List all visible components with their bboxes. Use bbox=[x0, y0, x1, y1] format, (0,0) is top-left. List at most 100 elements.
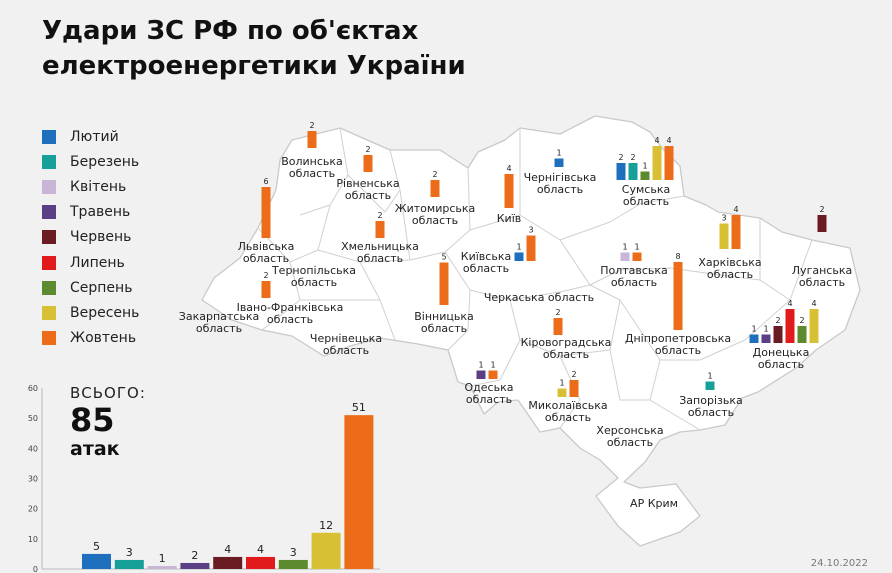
region-24-label-line: Херсонська bbox=[596, 424, 664, 437]
legend-item-may: Травень bbox=[42, 200, 139, 225]
legend-swatch-feb bbox=[42, 129, 56, 144]
legend-label-jun: Червень bbox=[70, 229, 132, 246]
region-7-bar-oct bbox=[504, 174, 514, 208]
region-20-bar-jun bbox=[773, 326, 783, 343]
legend-item-aug: Серпень bbox=[42, 275, 139, 300]
chart-bar-jul bbox=[246, 556, 275, 569]
chart-y-tick-30: 30 bbox=[28, 475, 38, 484]
region-20-bar-label-may: 1 bbox=[763, 325, 768, 334]
region-5-label: Львівська область bbox=[238, 241, 295, 265]
chart-bar-label-sep: 12 bbox=[319, 519, 333, 532]
legend-swatch-mar bbox=[42, 154, 56, 169]
total-label: ВСЬОГО: bbox=[70, 384, 146, 402]
region-3-bar-label-feb: 1 bbox=[556, 149, 561, 158]
legend-item-oct: Жовтень bbox=[42, 326, 139, 351]
chart-bar-oct bbox=[344, 415, 374, 569]
region-20-bar-label-aug: 2 bbox=[799, 316, 804, 325]
region-12-label-line: область bbox=[290, 276, 338, 289]
region-20-bar-label-jun: 2 bbox=[775, 316, 780, 325]
legend-swatch-apr bbox=[42, 179, 56, 194]
region-19-label-line: Чернівецька bbox=[309, 332, 383, 345]
chart-y-tick-0: 0 bbox=[33, 565, 38, 573]
region-5-bars: 6 bbox=[261, 177, 271, 238]
region-3-label: Чернігівська область bbox=[524, 172, 597, 196]
region-6-label-line: Хмельницька bbox=[341, 240, 419, 253]
region-0-label-line: область bbox=[288, 167, 336, 180]
region-13-bar-oct bbox=[261, 281, 271, 298]
legend-swatch-jul bbox=[42, 255, 56, 270]
legend-label-apr: Квітень bbox=[70, 178, 127, 195]
chart-bar-aug bbox=[278, 559, 308, 569]
region-1-label: Рівненська область bbox=[336, 178, 399, 202]
region-23-label: Запорізька область bbox=[679, 395, 742, 419]
region-6-bar-oct bbox=[375, 221, 385, 238]
legend-swatch-oct bbox=[42, 331, 56, 346]
chart-bar-label-oct: 51 bbox=[352, 401, 366, 414]
legend-label-may: Травень bbox=[70, 204, 131, 221]
region-3-bar-feb bbox=[554, 158, 564, 167]
region-8-bar-feb bbox=[514, 252, 524, 261]
region-20-bar-label-sep: 4 bbox=[811, 299, 816, 308]
region-21-bar-label-oct: 1 bbox=[490, 361, 495, 370]
title-line-1: Удари ЗС РФ по об'єктах bbox=[42, 16, 419, 46]
region-0-bar-label-oct: 2 bbox=[309, 121, 314, 130]
region-20-bar-jul bbox=[785, 309, 795, 343]
region-8-bars: 13 bbox=[514, 226, 536, 261]
chart-bar-label-aug: 3 bbox=[290, 546, 297, 559]
region-13-label: Івано-Франківська область bbox=[237, 302, 344, 326]
chart-bar-may bbox=[180, 562, 210, 569]
region-4-bar-feb bbox=[616, 163, 626, 180]
region-10-label: Харківська область bbox=[698, 257, 761, 281]
region-22-bar-sep bbox=[557, 388, 567, 397]
region-11-label-line: область bbox=[798, 276, 846, 289]
region-8-label: Київська область bbox=[461, 251, 511, 275]
region-15-bar-oct bbox=[439, 262, 449, 305]
chart-bar-label-jun: 4 bbox=[224, 543, 231, 556]
month-legend: Лютий Березень Квітень Травень Червень Липень… bbox=[42, 124, 139, 351]
legend-swatch-sep bbox=[42, 305, 56, 320]
region-20-bar-may bbox=[761, 334, 771, 343]
total-summary: ВСЬОГО: 85 атак bbox=[70, 384, 146, 460]
region-6-label: Хмельницька область bbox=[341, 241, 419, 265]
region-22-bar-oct bbox=[569, 380, 579, 397]
region-12-label: Тернопільська область bbox=[272, 265, 356, 289]
region-0-bars: 2 bbox=[307, 121, 317, 148]
region-1-bar-oct bbox=[363, 155, 373, 172]
region-17-label: Дніпропетровська область bbox=[625, 333, 731, 357]
region-24-label-line: область bbox=[606, 436, 654, 449]
region-6-bar-label-oct: 2 bbox=[377, 211, 382, 220]
region-17-bar-oct bbox=[673, 262, 683, 330]
region-4-bars: 2 214 4 bbox=[616, 136, 674, 180]
region-20-bar-label-jul: 4 bbox=[787, 299, 792, 308]
region-8-bar-label-feb: 1 bbox=[516, 243, 521, 252]
legend-item-mar: Березень bbox=[42, 149, 139, 174]
region-18-bars: 2 bbox=[553, 308, 563, 335]
region-6-label-line: область bbox=[356, 252, 404, 265]
region-8-bar-label-oct: 3 bbox=[528, 226, 533, 235]
region-1-label-line: Рівненська bbox=[336, 177, 400, 190]
legend-item-jun: Червень bbox=[42, 225, 139, 250]
legend-label-oct: Жовтень bbox=[70, 330, 137, 347]
region-7-label-line: Київ bbox=[496, 212, 522, 225]
chart-bar-apr bbox=[147, 565, 177, 569]
region-4-bar-label-oct: 4 bbox=[666, 136, 671, 145]
region-6-bars: 2 bbox=[375, 211, 385, 238]
region-25-label-line: АР Крим bbox=[630, 497, 678, 510]
region-9-label-line: Полтавська bbox=[600, 264, 668, 277]
region-4-bar-sep bbox=[652, 146, 662, 180]
region-9-bar-oct bbox=[632, 252, 642, 261]
region-10-bar-oct bbox=[731, 215, 741, 249]
region-21-label-line: Одеська bbox=[464, 381, 514, 394]
region-8-label-line: область bbox=[462, 262, 510, 275]
region-23-bars: 1 bbox=[705, 372, 715, 390]
region-4-label-line: Сумська bbox=[621, 183, 671, 196]
region-2-bars: 2 bbox=[430, 170, 440, 197]
region-9-bar-label-oct: 1 bbox=[634, 243, 639, 252]
total-unit: атак bbox=[70, 438, 120, 460]
region-5-bar-oct bbox=[261, 187, 271, 238]
region-1-label-line: область bbox=[344, 189, 392, 202]
region-23-label-line: область bbox=[687, 406, 735, 419]
legend-item-feb: Лютий bbox=[42, 124, 139, 149]
region-10-label-line: Харківська bbox=[698, 256, 762, 269]
